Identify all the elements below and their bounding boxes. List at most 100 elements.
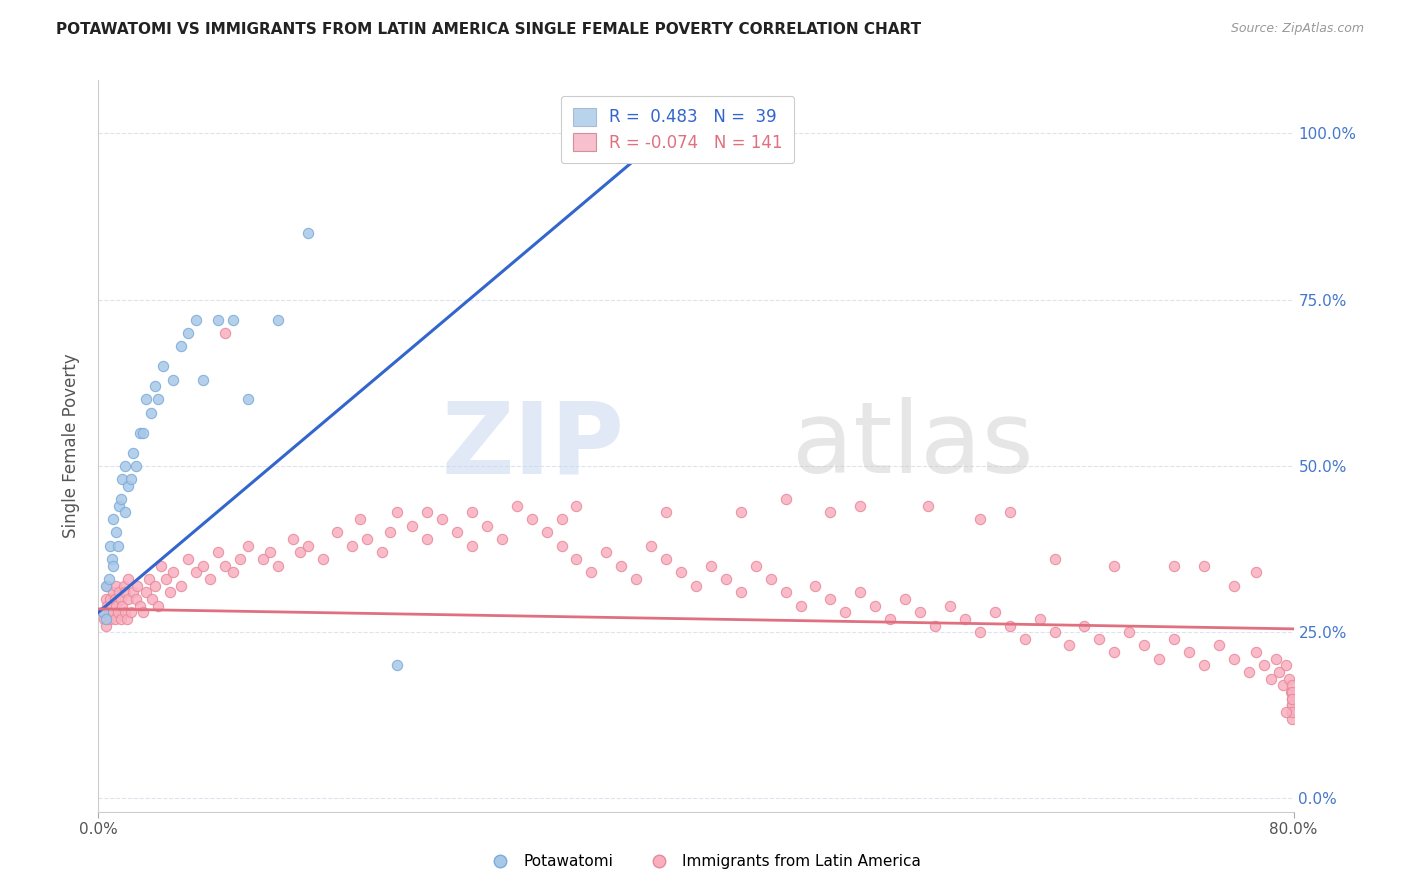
Point xyxy=(1014,632,1036,646)
Point xyxy=(132,425,155,440)
Point xyxy=(138,572,160,586)
Point xyxy=(416,506,439,520)
Point xyxy=(96,579,118,593)
Point xyxy=(1281,705,1303,719)
Point xyxy=(94,612,117,626)
Point xyxy=(105,579,128,593)
Point xyxy=(110,612,132,626)
Point xyxy=(1118,625,1140,640)
Point xyxy=(595,545,617,559)
Point xyxy=(1192,558,1215,573)
Point xyxy=(849,499,872,513)
Point xyxy=(141,591,163,606)
Point xyxy=(1192,658,1215,673)
Point xyxy=(536,525,558,540)
Point xyxy=(371,545,394,559)
Point xyxy=(267,312,290,326)
Point xyxy=(191,372,214,386)
Point xyxy=(120,605,142,619)
Point xyxy=(1244,645,1267,659)
Point xyxy=(127,579,149,593)
Point xyxy=(1264,652,1286,666)
Point xyxy=(1133,639,1156,653)
Point xyxy=(169,579,191,593)
Point xyxy=(162,566,184,580)
Point xyxy=(108,585,131,599)
Point xyxy=(110,492,132,507)
Point xyxy=(1059,639,1081,653)
Point xyxy=(94,579,117,593)
Point xyxy=(125,458,148,473)
Point xyxy=(121,585,143,599)
Point xyxy=(117,591,139,606)
Point xyxy=(356,532,378,546)
Point xyxy=(461,506,484,520)
Point xyxy=(775,492,797,507)
Point xyxy=(1223,652,1246,666)
Point xyxy=(820,591,842,606)
Point xyxy=(685,579,707,593)
Point xyxy=(1244,566,1267,580)
Point xyxy=(730,506,752,520)
Point xyxy=(101,552,124,566)
Point xyxy=(191,558,214,573)
Point xyxy=(1281,712,1303,726)
Point xyxy=(984,605,1007,619)
Point xyxy=(267,558,290,573)
Point xyxy=(281,532,304,546)
Point xyxy=(647,127,669,141)
Point xyxy=(520,512,543,526)
Point xyxy=(200,572,222,586)
Point xyxy=(236,539,259,553)
Point xyxy=(1272,678,1295,692)
Point xyxy=(104,612,127,626)
Point xyxy=(111,599,134,613)
Point xyxy=(939,599,962,613)
Point xyxy=(565,552,588,566)
Point xyxy=(222,566,245,580)
Point xyxy=(745,558,768,573)
Point xyxy=(1267,665,1289,679)
Point xyxy=(669,566,692,580)
Point xyxy=(550,512,572,526)
Point xyxy=(129,425,152,440)
Point xyxy=(610,558,633,573)
Point xyxy=(1275,705,1298,719)
Point xyxy=(98,591,122,606)
Point xyxy=(1043,625,1066,640)
Point xyxy=(789,599,811,613)
Point xyxy=(1223,579,1246,593)
Point xyxy=(148,599,170,613)
Point xyxy=(115,612,138,626)
Point xyxy=(214,558,236,573)
Point xyxy=(107,539,129,553)
Point xyxy=(655,506,678,520)
Point xyxy=(159,585,181,599)
Point xyxy=(129,599,152,613)
Point xyxy=(229,552,252,566)
Point xyxy=(908,605,931,619)
Point xyxy=(998,618,1021,632)
Point xyxy=(461,539,484,553)
Point xyxy=(114,506,136,520)
Text: ZIP: ZIP xyxy=(441,398,624,494)
Point xyxy=(1279,685,1302,699)
Text: POTAWATOMI VS IMMIGRANTS FROM LATIN AMERICA SINGLE FEMALE POVERTY CORRELATION CH: POTAWATOMI VS IMMIGRANTS FROM LATIN AMER… xyxy=(56,22,921,37)
Point xyxy=(349,512,371,526)
Point xyxy=(155,572,177,586)
Point xyxy=(1104,645,1126,659)
Point xyxy=(98,539,122,553)
Point xyxy=(1043,552,1066,566)
Point xyxy=(998,506,1021,520)
Point xyxy=(1275,658,1298,673)
Point xyxy=(953,612,976,626)
Point xyxy=(385,506,409,520)
Point xyxy=(252,552,274,566)
Point xyxy=(714,572,737,586)
Point xyxy=(103,512,125,526)
Point xyxy=(117,572,139,586)
Point xyxy=(1281,705,1303,719)
Point xyxy=(97,605,120,619)
Point xyxy=(969,625,991,640)
Point xyxy=(184,566,207,580)
